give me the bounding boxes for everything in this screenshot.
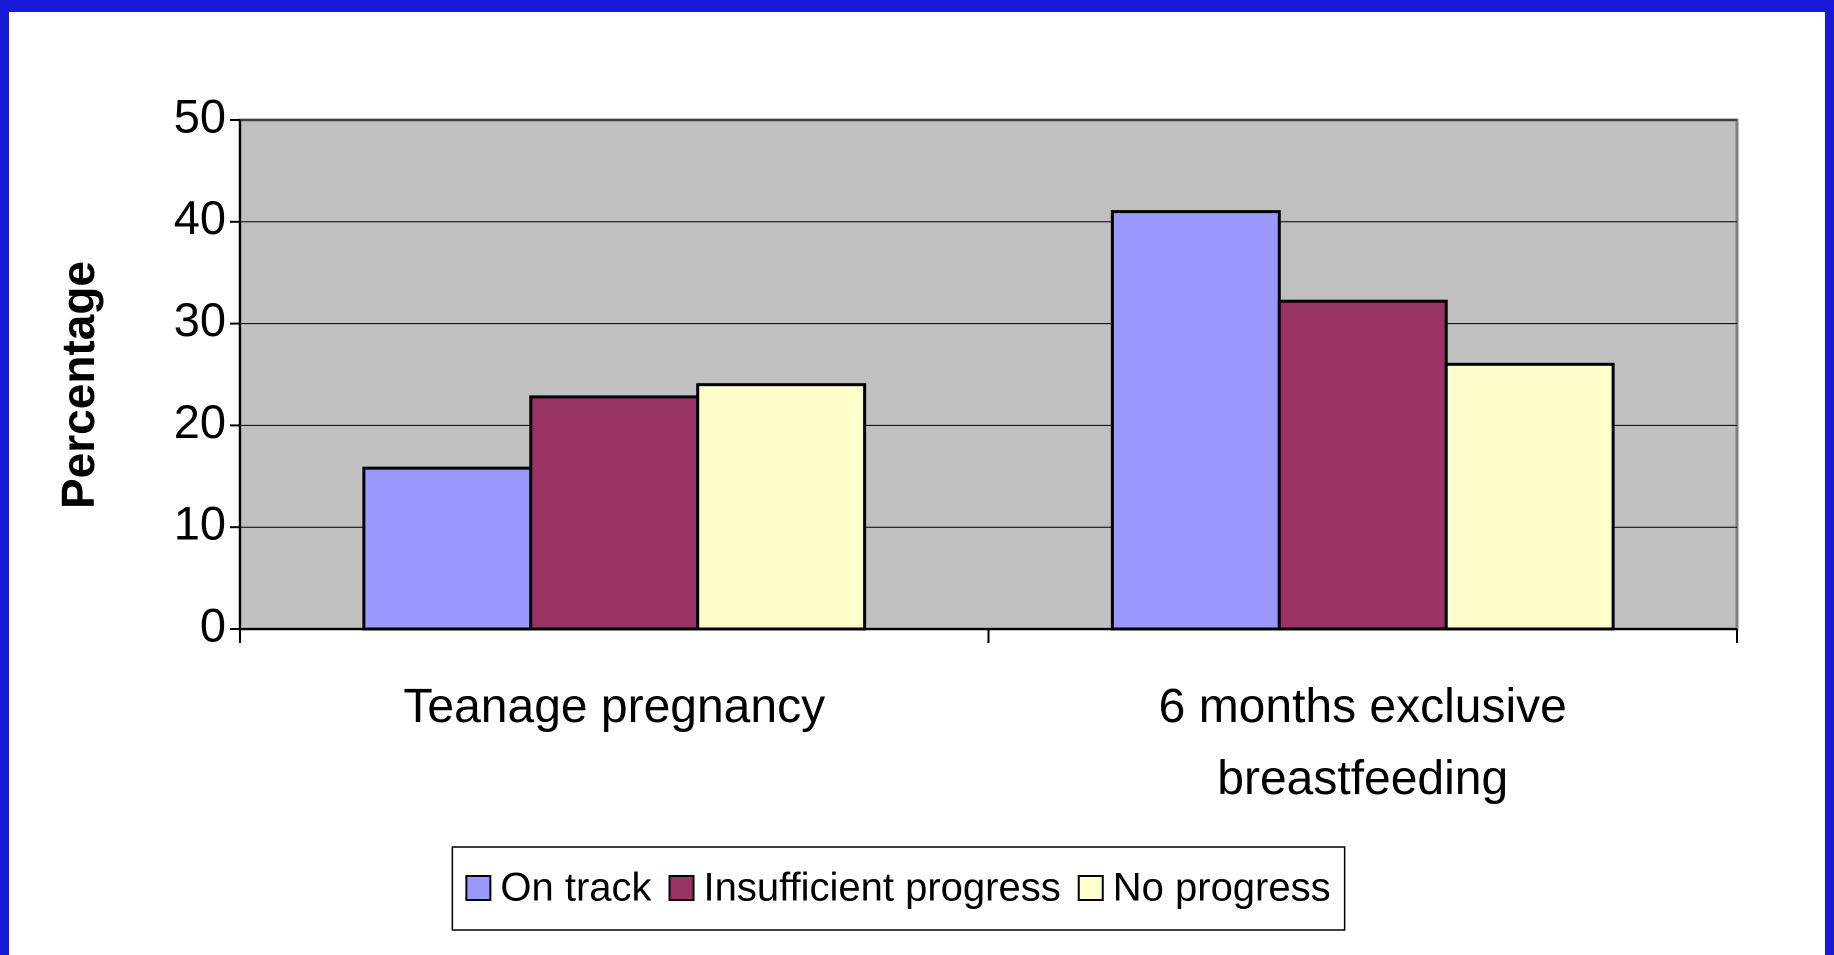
legend-label: No progress bbox=[1113, 866, 1331, 910]
y-tick-label: 50 bbox=[174, 89, 226, 142]
y-tick-label: 20 bbox=[174, 395, 226, 448]
x-tick-label: Teanage pregnancy bbox=[403, 680, 826, 733]
legend-swatch bbox=[1077, 875, 1104, 901]
legend-box bbox=[451, 846, 1346, 931]
legend-label: On track bbox=[500, 866, 652, 910]
bar bbox=[696, 383, 867, 631]
bar bbox=[1277, 299, 1448, 631]
bar bbox=[1444, 362, 1615, 631]
bar bbox=[362, 466, 533, 631]
bar bbox=[529, 395, 700, 631]
legend-swatch bbox=[668, 875, 695, 901]
y-tick-label: 0 bbox=[200, 598, 226, 651]
y-tick-label: 10 bbox=[174, 497, 226, 550]
y-axis-label: Percentage bbox=[52, 261, 104, 509]
bar bbox=[1110, 210, 1281, 631]
y-tick-label: 30 bbox=[174, 293, 226, 346]
x-tick-label: 6 months exclusive breastfeeding bbox=[1158, 680, 1567, 805]
legend-label: Insufficient progress bbox=[704, 866, 1061, 910]
y-tick-label: 40 bbox=[174, 191, 226, 244]
legend-swatch bbox=[465, 875, 492, 901]
